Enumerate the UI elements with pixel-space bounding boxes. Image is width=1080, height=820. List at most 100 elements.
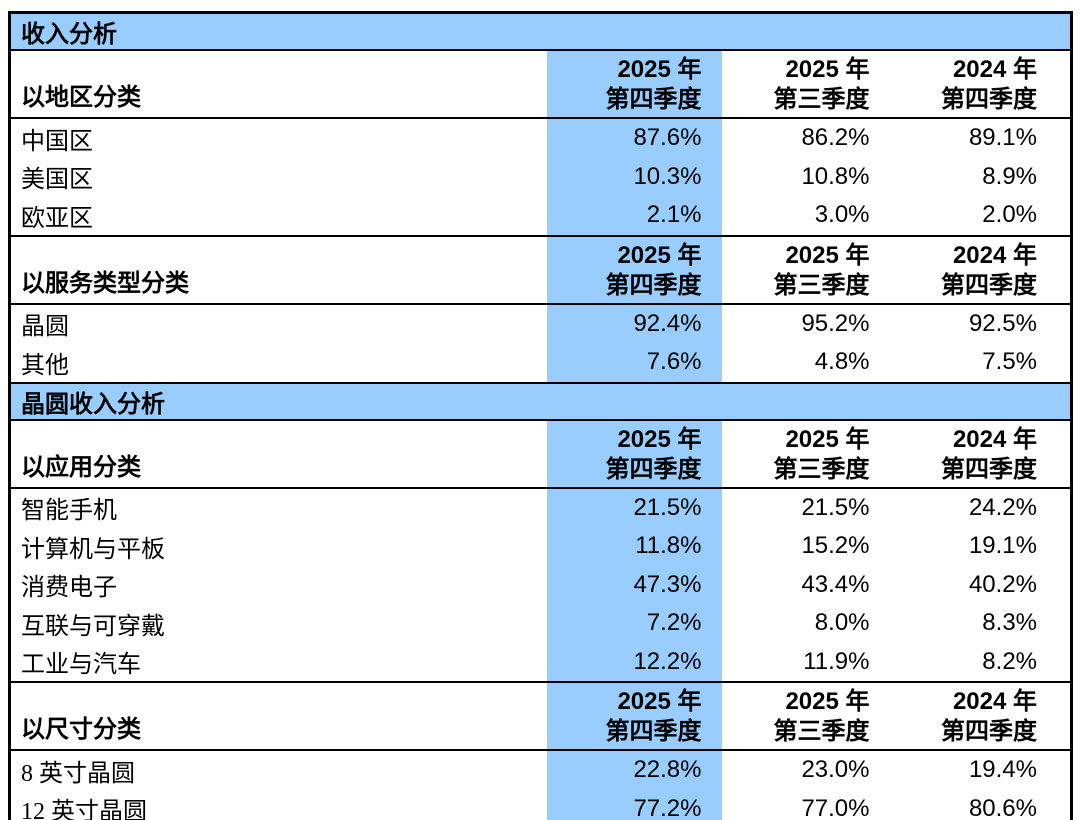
col-header-2025q4: 2025 年 第四季度 (546, 419, 722, 489)
value-2025q4: 21.5% (546, 487, 722, 527)
col-header-year: 2024 年 (952, 241, 1037, 269)
table-row-12inch-wafer: 12 英寸晶圆 77.2% 77.0% 80.6% (10, 789, 1072, 820)
col-header-2025q4: 2025 年 第四季度 (546, 682, 722, 751)
table-row-smartphone: 智能手机 21.5% 21.5% 24.2% (10, 487, 1072, 527)
table-row-industrial-automotive: 工业与汽车 12.2% 11.9% 8.2% (9, 642, 1072, 683)
table-row-computer-tablet: 计算机与平板 11.8% 15.2% 19.1% (10, 527, 1072, 566)
col-header-quarter: 第三季度 (773, 86, 870, 113)
row-label: 工业与汽车 (9, 642, 547, 683)
col-header-2024q4: 2024 年 第四季度 (896, 682, 1072, 751)
value-2025q3: 11.9% (721, 642, 897, 683)
value-2025q3: 3.0% (721, 196, 897, 237)
banner-row-wafer-revenue: 晶圆收入分析 (9, 382, 1072, 421)
col-header-2025q3: 2025 年 第三季度 (721, 235, 897, 305)
value-2025q3: 95.2% (801, 309, 870, 337)
value-2024q4: 89.1% (968, 124, 1037, 152)
row-label: 其他 (9, 343, 547, 384)
value-2025q3: 10.8% (801, 162, 870, 190)
value-2025q3: 15.2% (801, 532, 870, 560)
col-header-year: 2025 年 (785, 425, 870, 453)
col-header-quarter: 第四季度 (605, 455, 702, 483)
row-label: 美国区 (21, 167, 93, 194)
col-header-quarter: 第三季度 (773, 455, 870, 483)
value-2025q4: 2.1% (546, 196, 722, 237)
value-2025q3: 86.2% (801, 124, 870, 152)
group-label-region: 以地区分类 (9, 50, 547, 119)
group-label-application: 以应用分类 (9, 419, 547, 489)
col-header-quarter: 第四季度 (605, 271, 702, 299)
row-label: 消费电子 (21, 575, 117, 602)
value-2025q4: 22.8% (546, 750, 722, 790)
value-2024q4: 8.2% (896, 642, 1072, 683)
row-label: 8 英寸晶圆 (21, 760, 135, 787)
row-label: 中国区 (21, 128, 93, 155)
table-row-eurasia: 欧亚区 2.1% 3.0% 2.0% (9, 196, 1072, 237)
col-header-2025q4: 2025 年 第四季度 (546, 50, 722, 119)
value-2024q4: 7.5% (896, 343, 1072, 384)
col-header-2025q4: 2025 年 第四季度 (546, 235, 722, 305)
value-2024q4: 24.2% (968, 493, 1037, 521)
value-2025q3: 43.4% (801, 570, 870, 598)
col-header-quarter: 第三季度 (773, 271, 870, 299)
row-label: 智能手机 (21, 498, 117, 525)
table-row-wafer: 晶圆 92.4% 95.2% 92.5% (10, 303, 1072, 343)
col-header-2024q4: 2024 年 第四季度 (896, 235, 1072, 305)
value-2024q4: 80.6% (968, 794, 1037, 820)
row-label: 12 英寸晶圆 (21, 799, 147, 820)
value-2024q4: 19.1% (968, 532, 1037, 560)
col-header-2025q3: 2025 年 第三季度 (721, 682, 897, 751)
value-2025q4: 12.2% (546, 642, 722, 683)
group-label-size: 以尺寸分类 (9, 682, 547, 751)
value-2025q4: 10.3% (546, 157, 722, 196)
col-header-year: 2025 年 (617, 425, 702, 453)
col-header-quarter: 第四季度 (941, 271, 1037, 299)
value-2025q4: 92.4% (546, 303, 722, 343)
col-header-year: 2024 年 (952, 56, 1037, 83)
value-2025q4: 47.3% (546, 565, 722, 604)
col-header-year: 2025 年 (785, 241, 870, 269)
value-2024q4: 92.5% (968, 309, 1037, 337)
group-header-size: 以尺寸分类 2025 年 第四季度 2025 年 第三季度 2024 年 第四季… (9, 682, 1072, 751)
value-2024q4: 8.3% (982, 609, 1037, 637)
value-2025q3: 77.0% (801, 794, 870, 820)
value-2025q3: 23.0% (801, 756, 870, 784)
table-row-connectivity-wearables: 互联与可穿戴 7.2% 8.0% 8.3% (10, 604, 1072, 643)
value-2025q3: 4.8% (721, 343, 897, 384)
revenue-analysis-table: 收入分析 以地区分类 2025 年 第四季度 2025 年 第三季度 2024 … (8, 11, 1073, 820)
group-header-service-type: 以服务类型分类 2025 年 第四季度 2025 年 第三季度 2024 年 第… (9, 235, 1072, 305)
col-header-year: 2025 年 (617, 688, 702, 715)
value-2025q4: 87.6% (546, 118, 722, 158)
col-header-2024q4: 2024 年 第四季度 (896, 50, 1072, 119)
value-2024q4: 19.4% (968, 756, 1037, 784)
col-header-year: 2025 年 (617, 56, 702, 83)
col-header-2025q3: 2025 年 第三季度 (721, 50, 897, 119)
value-2024q4: 40.2% (968, 570, 1037, 598)
group-label-service-type: 以服务类型分类 (9, 235, 547, 305)
value-2024q4: 2.0% (896, 196, 1072, 237)
col-header-year: 2024 年 (952, 688, 1037, 715)
table-row-china: 中国区 87.6% 86.2% 89.1% (10, 118, 1072, 158)
col-header-quarter: 第四季度 (605, 86, 702, 113)
col-header-quarter: 第四季度 (941, 718, 1037, 745)
row-label: 欧亚区 (9, 196, 547, 237)
row-label: 计算机与平板 (21, 536, 165, 563)
value-2025q4: 11.8% (546, 527, 722, 566)
value-2025q4: 77.2% (546, 789, 722, 820)
table-row-others: 其他 7.6% 4.8% 7.5% (9, 343, 1072, 384)
col-header-2024q4: 2024 年 第四季度 (896, 419, 1072, 489)
table-row-consumer-electronics: 消费电子 47.3% 43.4% 40.2% (10, 565, 1072, 604)
value-2025q4: 7.2% (546, 604, 722, 643)
table-row-8inch-wafer: 8 英寸晶圆 22.8% 23.0% 19.4% (10, 750, 1072, 790)
banner-revenue-title: 收入分析 (9, 12, 1072, 51)
col-header-year: 2025 年 (785, 688, 870, 715)
value-2025q3: 21.5% (801, 493, 870, 521)
value-2025q4: 7.6% (546, 343, 722, 384)
col-header-year: 2025 年 (785, 56, 870, 83)
col-header-2025q3: 2025 年 第三季度 (721, 419, 897, 489)
value-2024q4: 8.9% (982, 162, 1037, 190)
col-header-quarter: 第四季度 (941, 86, 1037, 113)
col-header-year: 2025 年 (617, 241, 702, 269)
col-header-quarter: 第四季度 (941, 455, 1037, 483)
col-header-quarter: 第三季度 (773, 718, 870, 745)
